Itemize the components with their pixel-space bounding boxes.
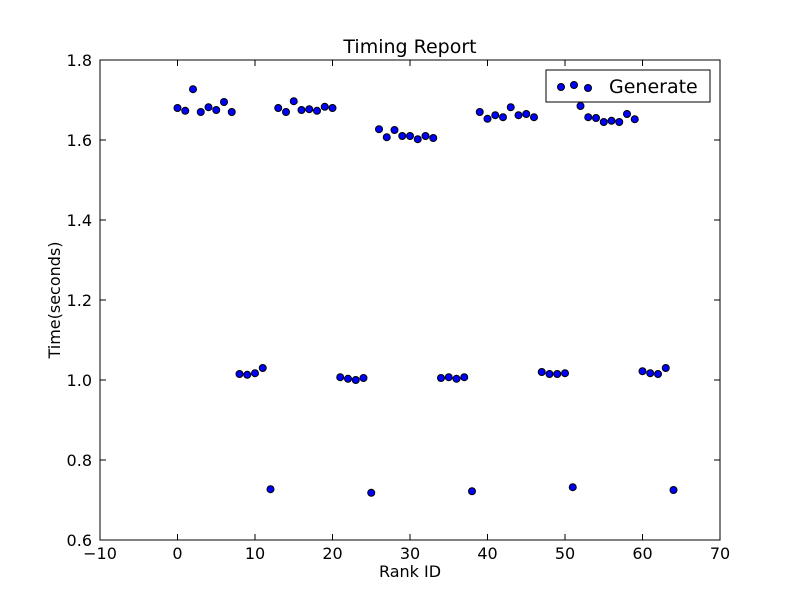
y-axis-title: Time(seconds) [45,241,64,359]
data-point [243,370,252,379]
data-point [320,102,329,111]
data-point [561,369,569,378]
data-points [173,85,678,497]
data-point [305,105,314,114]
x-tick-label: 10 [245,544,265,563]
data-point [351,376,360,384]
legend: Generate [545,69,711,103]
data-point [344,374,352,383]
data-point [607,116,616,125]
data-point [460,373,469,382]
data-point [584,113,593,122]
data-point [413,135,422,144]
x-tick-label: 30 [400,544,420,563]
data-point [375,125,383,134]
x-tick-label: −10 [83,544,117,563]
data-point [382,133,391,142]
data-point [227,108,236,116]
x-tick-label: 40 [477,544,497,563]
data-point [522,110,531,118]
chart-title: Timing Report [342,36,476,58]
data-point [638,367,647,376]
data-point [258,364,267,372]
data-point [468,487,476,496]
data-point [251,369,259,378]
x-tick-label: 70 [710,544,730,563]
data-point [646,369,655,378]
data-point [212,106,221,114]
data-point [189,85,197,94]
data-point [545,370,554,378]
data-point [204,103,213,112]
x-axis-title: Rank ID [379,562,441,581]
legend-label: Generate [609,76,698,98]
data-point [483,114,492,123]
data-point [615,118,624,126]
data-point [661,364,670,372]
y-tick-label: 1.0 [67,371,92,390]
legend-marker [570,81,578,89]
data-point [506,103,515,112]
data-point [491,111,500,120]
data-point [530,113,538,122]
data-point [266,485,275,494]
y-tick-label: 1.6 [67,131,92,150]
x-axis-ticks: −10 0 10 20 30 40 50 60 70 [83,60,730,563]
data-point [336,373,345,382]
legend-marker [557,83,565,91]
data-point [444,373,453,382]
data-point [282,108,290,116]
data-point [654,370,662,378]
data-point [173,104,182,112]
data-point [623,110,631,118]
data-point [181,106,190,115]
data-point [274,104,283,112]
data-point [514,111,523,120]
data-point [367,488,376,497]
data-point [576,102,585,110]
data-point [220,98,228,106]
data-point [406,132,414,140]
data-point [499,113,507,122]
y-tick-label: 1.4 [67,211,92,230]
data-point [328,104,337,112]
data-point [313,106,321,115]
y-axis-ticks: 0.6 0.8 1.0 1.2 1.4 1.6 1.8 [67,51,720,550]
data-point [669,486,678,494]
legend-marker [584,84,592,92]
data-point [537,368,546,376]
x-tick-label: 0 [172,544,182,563]
y-tick-label: 0.6 [67,531,92,550]
data-point [390,126,399,134]
data-point [429,134,438,142]
data-point [398,132,407,140]
data-point [359,374,368,382]
y-tick-label: 1.2 [67,291,92,310]
data-point [297,106,306,114]
data-point [568,483,577,492]
data-point [592,114,600,122]
data-point [475,108,484,116]
data-point [421,132,430,140]
data-point [553,370,562,378]
data-point [235,370,244,378]
data-point [630,115,639,124]
data-point [437,374,445,382]
data-point [599,118,608,126]
data-point [452,374,461,383]
x-tick-label: 50 [555,544,575,563]
data-point [289,97,298,106]
x-tick-label: 20 [322,544,342,563]
y-tick-label: 1.8 [67,51,92,70]
data-point [196,108,205,116]
x-tick-label: 60 [632,544,652,563]
y-tick-label: 0.8 [67,451,92,470]
